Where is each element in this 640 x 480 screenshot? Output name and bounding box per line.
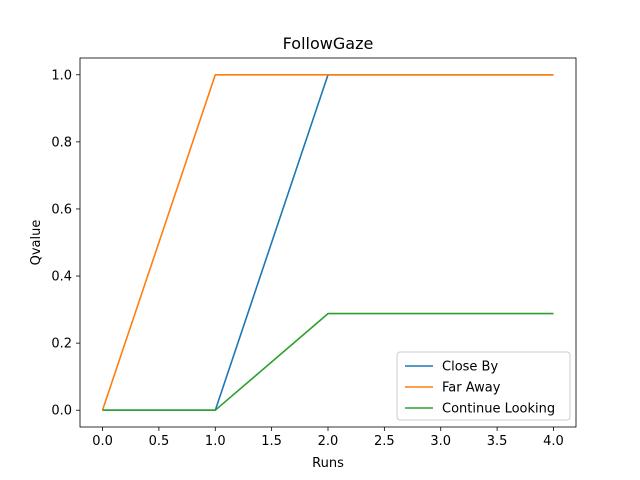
legend-label-continue-looking: Continue Looking (442, 402, 555, 417)
x-tick-label: 1.5 (261, 434, 282, 449)
x-axis-ticks: 0.0 0.5 1.0 1.5 2.0 2.5 3.0 3.5 4.0 (92, 427, 564, 449)
y-tick-label: 1.0 (51, 68, 72, 83)
x-tick-label: 0.5 (149, 434, 170, 449)
x-axis-label: Runs (312, 456, 344, 471)
y-tick-label: 0.6 (51, 202, 72, 217)
x-tick-label: 3.5 (487, 434, 508, 449)
chart-title: FollowGaze (283, 34, 374, 53)
y-tick-label: 0.4 (51, 270, 72, 285)
x-tick-label: 4.0 (543, 434, 564, 449)
y-tick-label: 0.2 (51, 337, 72, 352)
legend: Close By Far Away Continue Looking (396, 351, 571, 421)
legend-box (396, 351, 571, 421)
series-lines (101, 74, 554, 412)
series-line-far-away (101, 74, 554, 411)
y-axis-ticks: 0.0 0.2 0.4 0.6 0.8 1.0 (51, 68, 80, 419)
series-line-continue-looking (102, 312, 554, 412)
legend-label-close-by: Close By (442, 360, 498, 375)
y-tick-label: 0.0 (51, 404, 72, 419)
x-tick-label: 3.0 (430, 434, 451, 449)
x-tick-label: 2.0 (318, 434, 339, 449)
legend-label-far-away: Far Away (442, 381, 501, 396)
x-tick-label: 2.5 (374, 434, 395, 449)
x-tick-label: 0.0 (92, 434, 113, 449)
y-axis-label: Qvalue (29, 220, 44, 266)
y-tick-label: 0.8 (51, 135, 72, 150)
x-tick-label: 1.0 (205, 434, 226, 449)
